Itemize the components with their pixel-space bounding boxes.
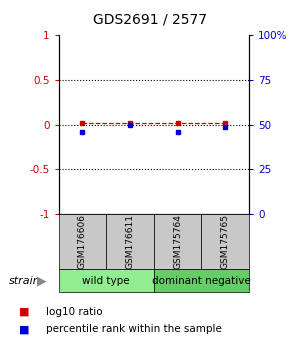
Text: ■: ■: [19, 324, 29, 334]
Text: wild type: wild type: [82, 275, 130, 286]
Text: ▶: ▶: [37, 274, 47, 287]
Text: GSM175765: GSM175765: [221, 214, 230, 269]
Text: dominant negative: dominant negative: [152, 275, 251, 286]
Text: GSM175764: GSM175764: [173, 214, 182, 269]
Text: GDS2691 / 2577: GDS2691 / 2577: [93, 12, 207, 27]
Text: strain: strain: [9, 275, 41, 286]
Text: log10 ratio: log10 ratio: [46, 307, 103, 316]
Text: GSM176611: GSM176611: [125, 214, 134, 269]
Text: percentile rank within the sample: percentile rank within the sample: [46, 324, 222, 334]
Text: GSM176606: GSM176606: [78, 214, 87, 269]
Text: ■: ■: [19, 307, 29, 316]
